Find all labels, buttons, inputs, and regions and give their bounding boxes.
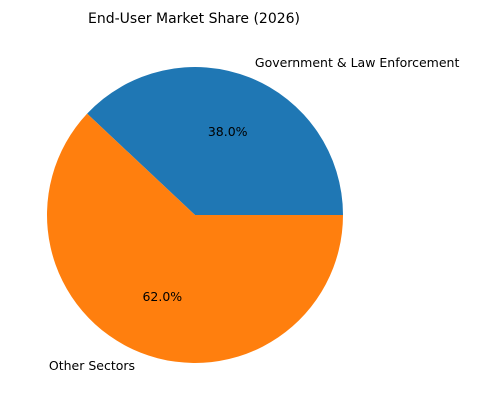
slice-label-other-sectors: Other Sectors — [49, 358, 135, 373]
pie-labels: Government & Law Enforcement 38.0% Other S… — [49, 55, 460, 373]
pie-slice-government-law-enforcement — [87, 67, 343, 216]
chart-title: End-User Market Share (2026) — [88, 11, 300, 27]
pie-slices — [46, 67, 344, 364]
slice-percent-government-law-enforcement: 38.0% — [208, 124, 248, 139]
pie-slice-other-sectors — [46, 113, 344, 364]
slice-percent-other-sectors: 62.0% — [142, 289, 182, 304]
slice-label-government-law-enforcement: Government & Law Enforcement — [255, 55, 460, 70]
